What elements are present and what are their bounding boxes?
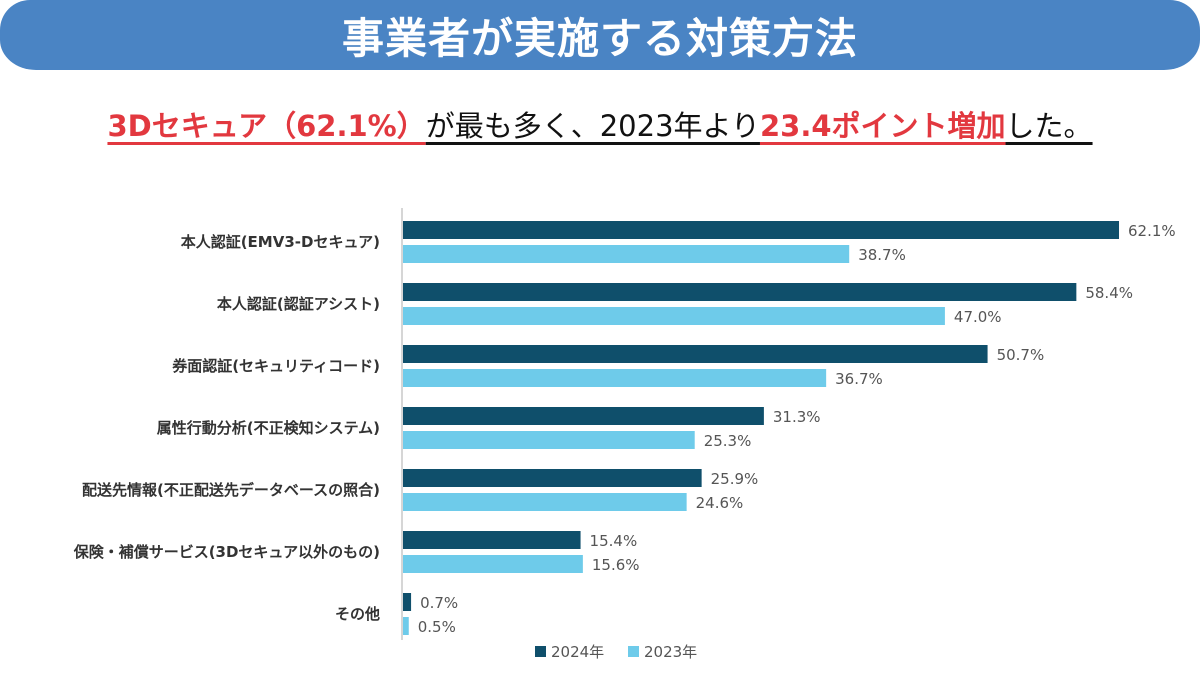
- bar-2024: [403, 221, 1120, 239]
- data-label: 0.5%: [418, 618, 456, 636]
- bar-2023: [403, 555, 583, 573]
- bar-2023: [403, 617, 409, 635]
- category-label: その他: [335, 605, 380, 623]
- category-label: 属性行動分析(不正検知システム): [157, 419, 380, 437]
- bar-chart: 本人認証(EMV3-Dセキュア) 62.1% 38.7% 本人認証(認証アシスト) 58…: [73, 208, 1176, 661]
- bar-2024: [403, 531, 581, 549]
- category-label: 配送先情報(不正配送先データベースの照合): [82, 481, 380, 499]
- data-label: 36.7%: [835, 370, 883, 388]
- bar-2023: [403, 431, 695, 449]
- category-label: 保険・補償サービス(3Dセキュア以外のもの): [73, 543, 380, 561]
- data-label: 0.7%: [420, 594, 458, 612]
- data-label: 31.3%: [773, 408, 821, 426]
- bar-2024: [403, 593, 412, 611]
- summary-sentence: 3Dセキュア（62.1%）が最も多く、2023年より23.4ポイント増加した。: [0, 104, 1200, 148]
- legend-swatch: [535, 646, 546, 657]
- data-label: 62.1%: [1128, 222, 1176, 240]
- legend-swatch: [628, 646, 639, 657]
- bar-2023: [403, 369, 827, 387]
- title-banner: 事業者が実施する対策方法: [0, 0, 1200, 70]
- category-label: 本人認証(認証アシスト): [217, 295, 380, 313]
- data-label: 25.9%: [711, 470, 759, 488]
- summary-highlight-3ds: 3Dセキュア（62.1%）: [107, 109, 426, 143]
- page-title: 事業者が実施する対策方法: [341, 13, 858, 63]
- data-label: 38.7%: [858, 246, 906, 264]
- data-label: 50.7%: [997, 346, 1045, 364]
- category-label: 本人認証(EMV3-Dセキュア): [181, 233, 380, 251]
- data-label: 25.3%: [704, 432, 752, 450]
- bar-2024: [403, 469, 702, 487]
- category-label: 券面認証(セキュリティコード): [172, 357, 380, 375]
- bar-2024: [403, 345, 988, 363]
- legend-label: 2024年: [551, 643, 604, 661]
- data-label: 15.6%: [592, 556, 640, 574]
- bar-2024: [403, 283, 1077, 301]
- bar-2024: [403, 407, 764, 425]
- data-label: 15.4%: [590, 532, 638, 550]
- data-label: 58.4%: [1085, 284, 1133, 302]
- summary-highlight-increase: 23.4ポイント増加: [759, 109, 1006, 143]
- data-label: 24.6%: [696, 494, 744, 512]
- legend-label: 2023年: [644, 643, 697, 661]
- bar-2023: [403, 307, 945, 325]
- summary-text-1: が最も多く、2023年より: [425, 109, 760, 143]
- bar-2023: [403, 245, 850, 263]
- data-label: 47.0%: [954, 308, 1002, 326]
- summary-text-2: した。: [1005, 109, 1093, 143]
- bar-2023: [403, 493, 687, 511]
